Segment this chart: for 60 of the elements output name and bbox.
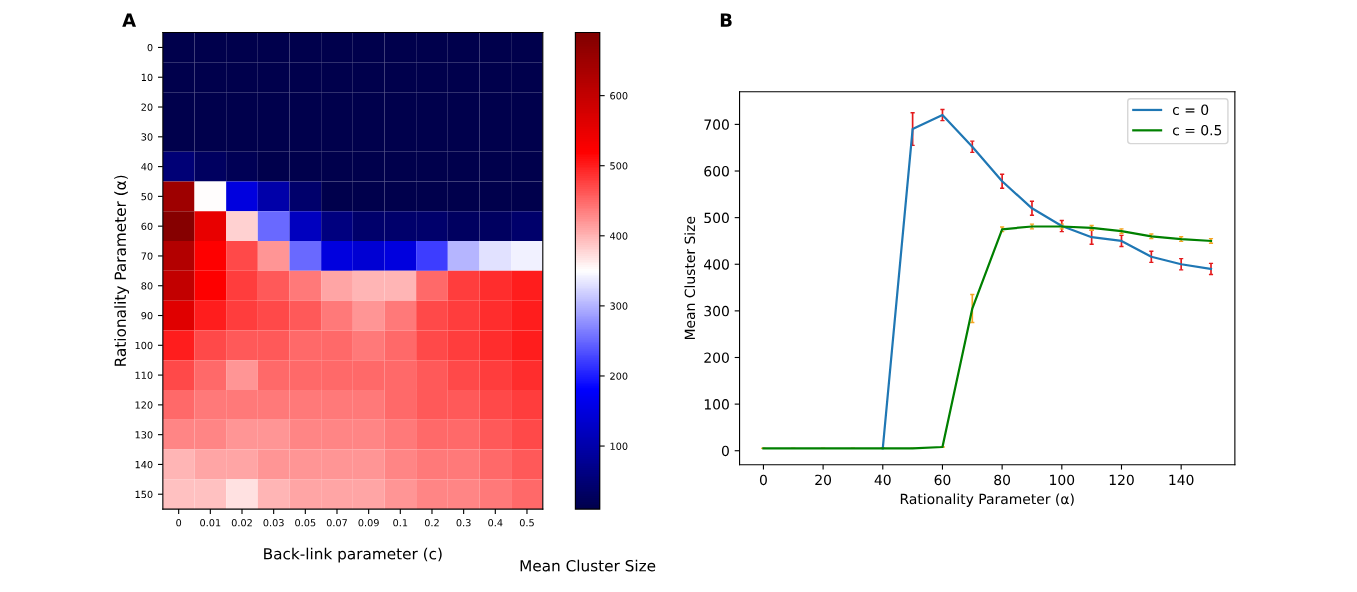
y-tick-label: 60 <box>141 222 153 230</box>
color-bar-label: 300 <box>610 302 628 310</box>
x-tick-label: 60 <box>934 474 951 486</box>
y-tick-label: 300 <box>704 305 729 317</box>
x-tick-label: 0.3 <box>456 519 471 527</box>
y-tick-label: 100 <box>704 399 729 410</box>
y-tick-label: 10 <box>141 73 153 82</box>
y-tick-label: 400 <box>704 259 729 270</box>
y-tick-label: 0 <box>721 445 729 457</box>
x-tick-label: 40 <box>874 474 891 486</box>
x-tick-label: 0.01 <box>200 519 221 527</box>
y-tick-label: 600 <box>704 165 729 177</box>
color-bar-label: 600 <box>610 92 628 100</box>
color-bar-label: 500 <box>610 162 628 170</box>
x-tick-label: 120 <box>1109 474 1134 486</box>
chart-title: B <box>720 13 732 27</box>
x-tick-label: 0.1 <box>393 519 408 527</box>
x-tick-label: 0.07 <box>326 519 347 527</box>
y-tick-label: 500 <box>704 212 729 224</box>
x-tick-label: 0.2 <box>424 519 439 527</box>
x-tick-label: 0.03 <box>263 519 284 527</box>
x-tick-label: 80 <box>994 474 1011 486</box>
y-tick-label: 20 <box>141 103 153 111</box>
y-tick-label: 200 <box>704 352 729 363</box>
x-tick-label: 0 <box>759 474 767 486</box>
x-tick-label: 0 <box>176 519 182 527</box>
y-tick-label: 80 <box>141 282 153 290</box>
x-tick-label: 0.09 <box>358 519 379 527</box>
y-tick-label: 120 <box>135 401 153 409</box>
color-bar-label: 200 <box>610 372 628 380</box>
y-axis-title: Rationality Parameter (α) <box>114 175 129 366</box>
y-tick-label: 130 <box>135 431 153 439</box>
color-bar-title: Mean Cluster Size <box>520 559 656 572</box>
x-axis-title: Rationality Parameter (α) <box>900 493 1074 507</box>
y-tick-label: 100 <box>135 341 153 350</box>
y-axis-title: Mean Cluster Size <box>684 216 696 340</box>
y-tick-label: 50 <box>141 192 153 201</box>
y-tick-label: 110 <box>135 371 153 379</box>
legend-label: c = 0.5 <box>1172 124 1222 136</box>
legend-label: c = 0 <box>1172 104 1209 116</box>
x-tick-label: 140 <box>1169 474 1194 486</box>
y-tick-label: 700 <box>704 119 729 130</box>
y-tick-label: 30 <box>141 133 153 141</box>
x-tick-label: 20 <box>815 474 832 486</box>
x-tick-label: 0.02 <box>231 519 252 527</box>
y-tick-label: 0 <box>147 43 153 52</box>
y-tick-label: 150 <box>135 490 153 499</box>
line-series <box>762 225 1213 450</box>
x-tick-label: 0.4 <box>488 519 503 527</box>
y-tick-label: 70 <box>141 252 153 260</box>
x-tick-label: 100 <box>1050 474 1075 486</box>
color-bar-label: 400 <box>609 232 628 240</box>
x-tick-label: 0.05 <box>295 519 316 527</box>
y-tick-label: 90 <box>141 312 153 320</box>
x-axis-title: Back-link parameter (c) <box>264 547 442 563</box>
y-tick-label: 40 <box>141 163 153 171</box>
y-tick-label: 140 <box>135 460 153 469</box>
x-tick-label: 0.5 <box>519 519 534 527</box>
color-bar-label: 100 <box>610 442 628 450</box>
chart-title: A <box>122 13 137 27</box>
